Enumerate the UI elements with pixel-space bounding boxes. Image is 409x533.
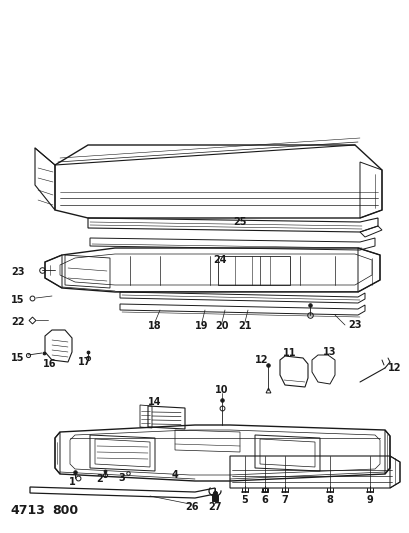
Text: 18: 18 [148,321,162,331]
Text: 13: 13 [322,347,336,357]
Text: 4713: 4713 [11,504,45,516]
Text: 25: 25 [233,217,246,227]
Text: 15: 15 [11,353,25,363]
Text: 21: 21 [238,321,251,331]
Text: 9: 9 [366,495,373,505]
Text: 17: 17 [78,357,92,367]
Text: 19: 19 [195,321,208,331]
Text: 20: 20 [215,321,228,331]
Text: 6: 6 [261,495,268,505]
Text: 2: 2 [97,474,103,484]
Text: 8: 8 [326,495,333,505]
Text: 4: 4 [171,470,178,480]
Text: 1: 1 [68,477,75,487]
Text: 24: 24 [213,255,226,265]
Text: 27: 27 [208,502,221,512]
Text: 15: 15 [11,295,25,305]
Text: 26: 26 [185,502,198,512]
Text: 23: 23 [11,267,25,277]
Text: 7: 7 [281,495,288,505]
Text: 23: 23 [347,320,361,330]
Text: 3: 3 [118,473,125,483]
Text: 12: 12 [387,363,401,373]
Text: 12: 12 [255,355,268,365]
Text: 5: 5 [241,495,248,505]
Text: 11: 11 [283,348,296,358]
Text: 22: 22 [11,317,25,327]
Text: 16: 16 [43,359,56,369]
Text: 800: 800 [52,504,78,516]
Text: 10: 10 [215,385,228,395]
Text: 14: 14 [148,397,162,407]
